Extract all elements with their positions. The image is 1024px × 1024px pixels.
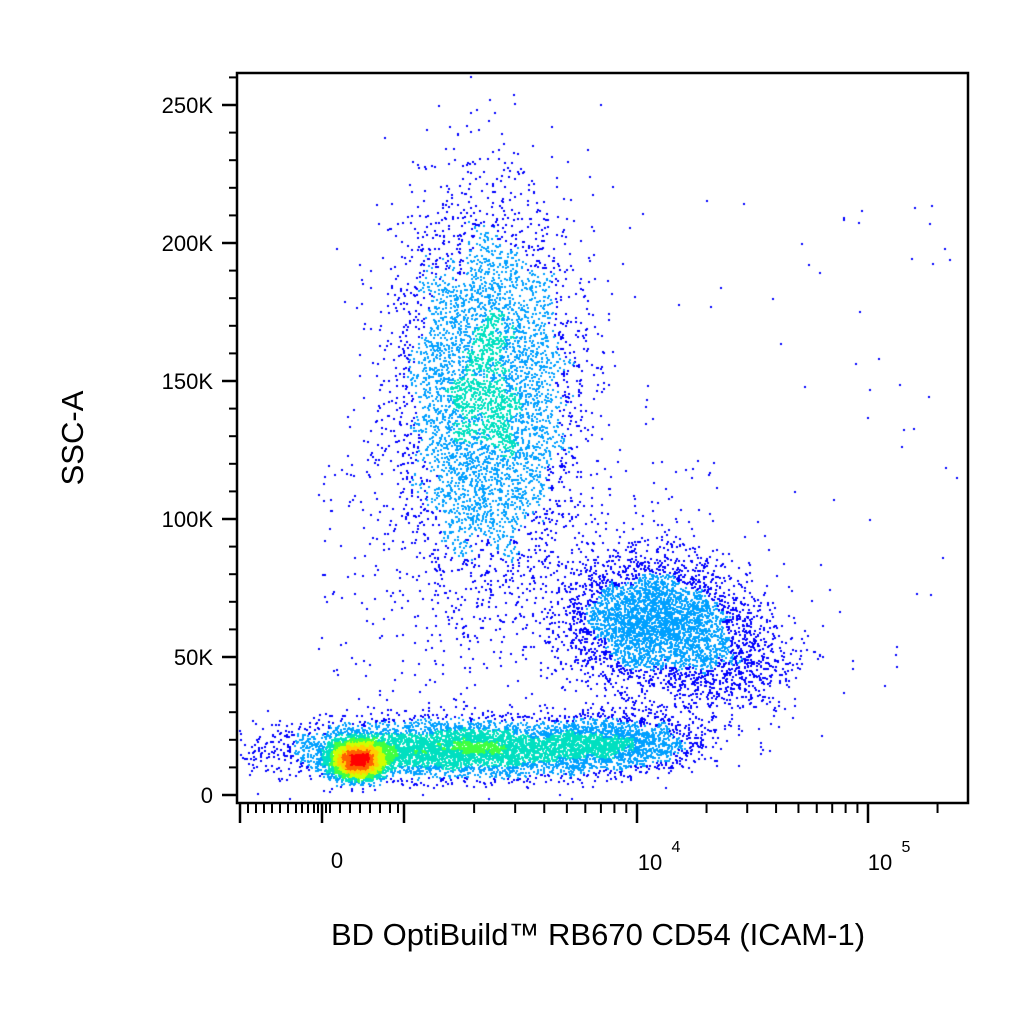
x-tick-exponent: 4 bbox=[672, 839, 681, 856]
y-tick-label: 200K bbox=[162, 231, 214, 256]
y-axis-title: SSC-A bbox=[55, 390, 90, 485]
x-tick-label: 0 bbox=[331, 848, 343, 873]
y-tick-label: 0 bbox=[201, 783, 213, 808]
y-axis: 0 50K 100K 150K 200K 250K bbox=[162, 76, 237, 808]
y-tick-label: 50K bbox=[174, 645, 213, 670]
y-tick-label: 150K bbox=[162, 369, 214, 394]
x-tick-exponent: 5 bbox=[902, 839, 911, 856]
y-tick-label: 250K bbox=[162, 93, 214, 118]
x-axis: 0 10 4 10 5 bbox=[238, 803, 939, 875]
plot-frame bbox=[235, 71, 970, 805]
y-tick-label: 100K bbox=[162, 507, 214, 532]
x-axis-title: BD OptiBuild™ RB670 CD54 (ICAM-1) bbox=[331, 917, 865, 952]
density-dot-plot bbox=[237, 73, 968, 803]
x-tick-label: 10 bbox=[868, 850, 892, 875]
x-tick-label: 10 bbox=[638, 850, 662, 875]
